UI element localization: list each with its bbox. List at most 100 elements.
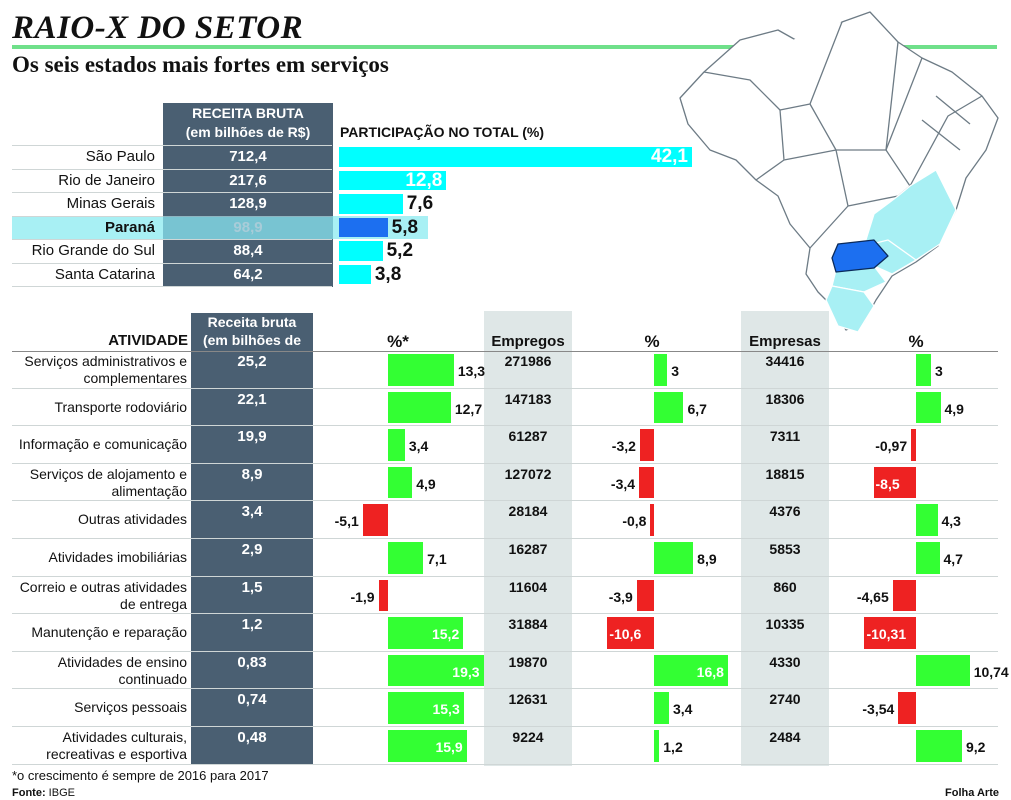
pct-empregos-bar-label: -3,9: [608, 588, 633, 605]
state-name: Rio de Janeiro: [58, 171, 155, 189]
state-name: Rio Grande do Sul: [31, 242, 155, 259]
pct-empregos-bar-label: -10,6: [609, 626, 642, 643]
pct-empregos-bar-label: 1,2: [663, 739, 683, 755]
activity-empregos: 19870: [508, 653, 548, 670]
pct-empregos-bar: [654, 730, 660, 762]
page-subtitle: Os seis estados mais fortes em serviços: [12, 52, 389, 77]
pct-receita-bar-label: 15,2: [431, 626, 460, 643]
pct-empresas-bar-label: 4,7: [943, 551, 963, 567]
receita-header-line1: RECEITA BRUTA: [192, 105, 304, 121]
pct-receita-bar: [388, 692, 464, 724]
activity-receita: 19,9: [237, 428, 267, 446]
pct-receita-bar: [388, 542, 424, 574]
activity-receita: 0,83: [237, 653, 267, 671]
pct-receita-bar-label: 19,3: [452, 663, 480, 680]
pct-empresas-bar: [916, 391, 941, 424]
activity-name: Serviços administrativos e complementare…: [24, 353, 187, 386]
pct-empresas-bar: [892, 579, 916, 612]
pct-receita-bar-label: -5,1: [334, 513, 359, 530]
pct-empresas-bar: [864, 617, 916, 649]
receita-header-line2: (em bilhões de R$): [185, 124, 311, 140]
state-name: São Paulo: [85, 148, 155, 165]
brazil-map: [679, 11, 999, 333]
table-row-divider: [12, 538, 998, 539]
state-receita: 217,6: [229, 171, 267, 189]
state-bar-label: 5,8: [391, 216, 419, 238]
pct-empresas-bar: [898, 692, 916, 724]
activity-empresas: 18306: [765, 390, 805, 407]
pct-receita-bar: [388, 654, 484, 687]
table-row-divider: [12, 387, 998, 389]
pct-empresas-bar-label: 3: [935, 363, 943, 379]
pct-empregos-bar-label: 6,7: [687, 400, 707, 417]
pct-empresas-bar-label: 4,3: [941, 513, 961, 530]
activity-empregos: 11604: [508, 578, 548, 595]
state-row-highlight: [12, 215, 428, 239]
table-row-divider: [12, 462, 998, 464]
pct-empregos-bar: [639, 466, 654, 499]
pct-empregos-bar: [654, 354, 668, 386]
pct-empregos-bar: [654, 391, 684, 424]
activity-empregos: 16287: [508, 541, 548, 557]
state-bar-label: 3,8: [374, 263, 402, 285]
activity-empresas: 18815: [765, 465, 805, 482]
pct-receita-bar: [388, 354, 454, 386]
receita-bruta-header: Receita bruta (em bilhões de R$): [191, 313, 313, 366]
receita-bruta-column: [191, 351, 313, 764]
table-row-divider: [12, 726, 998, 727]
pct-receita-bar: [388, 391, 451, 424]
activity-receita: 0,74: [237, 691, 267, 709]
table-row-divider: [12, 763, 998, 765]
participacao-header: PARTICIPAÇÃO NO TOTAL (%): [340, 124, 545, 140]
pct-empresas-bar: [916, 730, 962, 762]
pct-receita-bar-label: 4,9: [416, 475, 436, 492]
pct-empregos-header: %: [644, 332, 660, 351]
pct-empregos-bar: [650, 504, 654, 536]
activity-empregos: 271986: [504, 353, 552, 369]
pct-receita-bar-label: 7,1: [427, 551, 447, 567]
footnote: *o crescimento é sempre de 2016 para 201…: [12, 768, 269, 783]
pct-receita-bar: [388, 466, 413, 499]
state-row-divider: [12, 239, 332, 240]
activity-receita: 25,2: [237, 353, 267, 370]
state-row-divider: [12, 286, 332, 287]
activity-empresas: 7311: [769, 428, 801, 445]
pct-receita-bar: [388, 617, 464, 649]
activity-name: Outras atividades: [78, 511, 187, 528]
credit: Folha Arte: [945, 787, 999, 799]
pct-receita-bar-label: 3,4: [408, 438, 429, 455]
activity-receita: 22,1: [237, 390, 267, 408]
activity-name: Atividades imobiliárias: [48, 549, 187, 565]
state-name: Minas Gerais: [66, 195, 155, 212]
pct-empresas-bar-label: -8,5: [875, 475, 900, 492]
state-name: Santa Catarina: [54, 265, 155, 283]
table-header-rule: [12, 351, 998, 352]
state-row-divider: [12, 192, 332, 193]
pct-empresas-bar: [916, 542, 940, 574]
source-name: IBGE: [48, 787, 75, 799]
receita-bruta-header-line1: Receita bruta: [207, 314, 297, 330]
pct-empregos-bar: [636, 579, 654, 612]
state-bar: [339, 264, 371, 284]
activity-empregos: 61287: [508, 428, 548, 445]
pct-receita-bar: [378, 579, 388, 612]
activity-receita: 0,48: [237, 729, 267, 746]
state-bar: [339, 241, 383, 261]
pct-receita-bar-label: 13,3: [457, 363, 486, 379]
pct-receita-bar-label: 15,3: [432, 701, 460, 718]
source-label: Fonte:: [12, 787, 46, 799]
activity-receita: 8,9: [241, 465, 263, 483]
pct-empregos-bar: [654, 654, 728, 687]
atividade-header: ATIVIDADE: [108, 332, 188, 349]
pct-empregos-bar-label: -0,8: [622, 513, 647, 530]
pct-empresas-bar: [873, 466, 916, 499]
activity-empresas: 2740: [769, 691, 801, 708]
activity-receita: 3,4: [241, 503, 263, 521]
state-receita-highlight: [163, 215, 333, 239]
activity-name: Informação e comunicação: [18, 436, 187, 453]
activity-empregos: 9224: [512, 729, 544, 745]
pct-empregos-bar-label: 3,4: [672, 701, 693, 718]
pct-empregos-bar: [654, 692, 669, 724]
receita-header: RECEITA BRUTA (em bilhões de R$): [163, 103, 333, 146]
pct-empregos-bar: [607, 617, 654, 649]
